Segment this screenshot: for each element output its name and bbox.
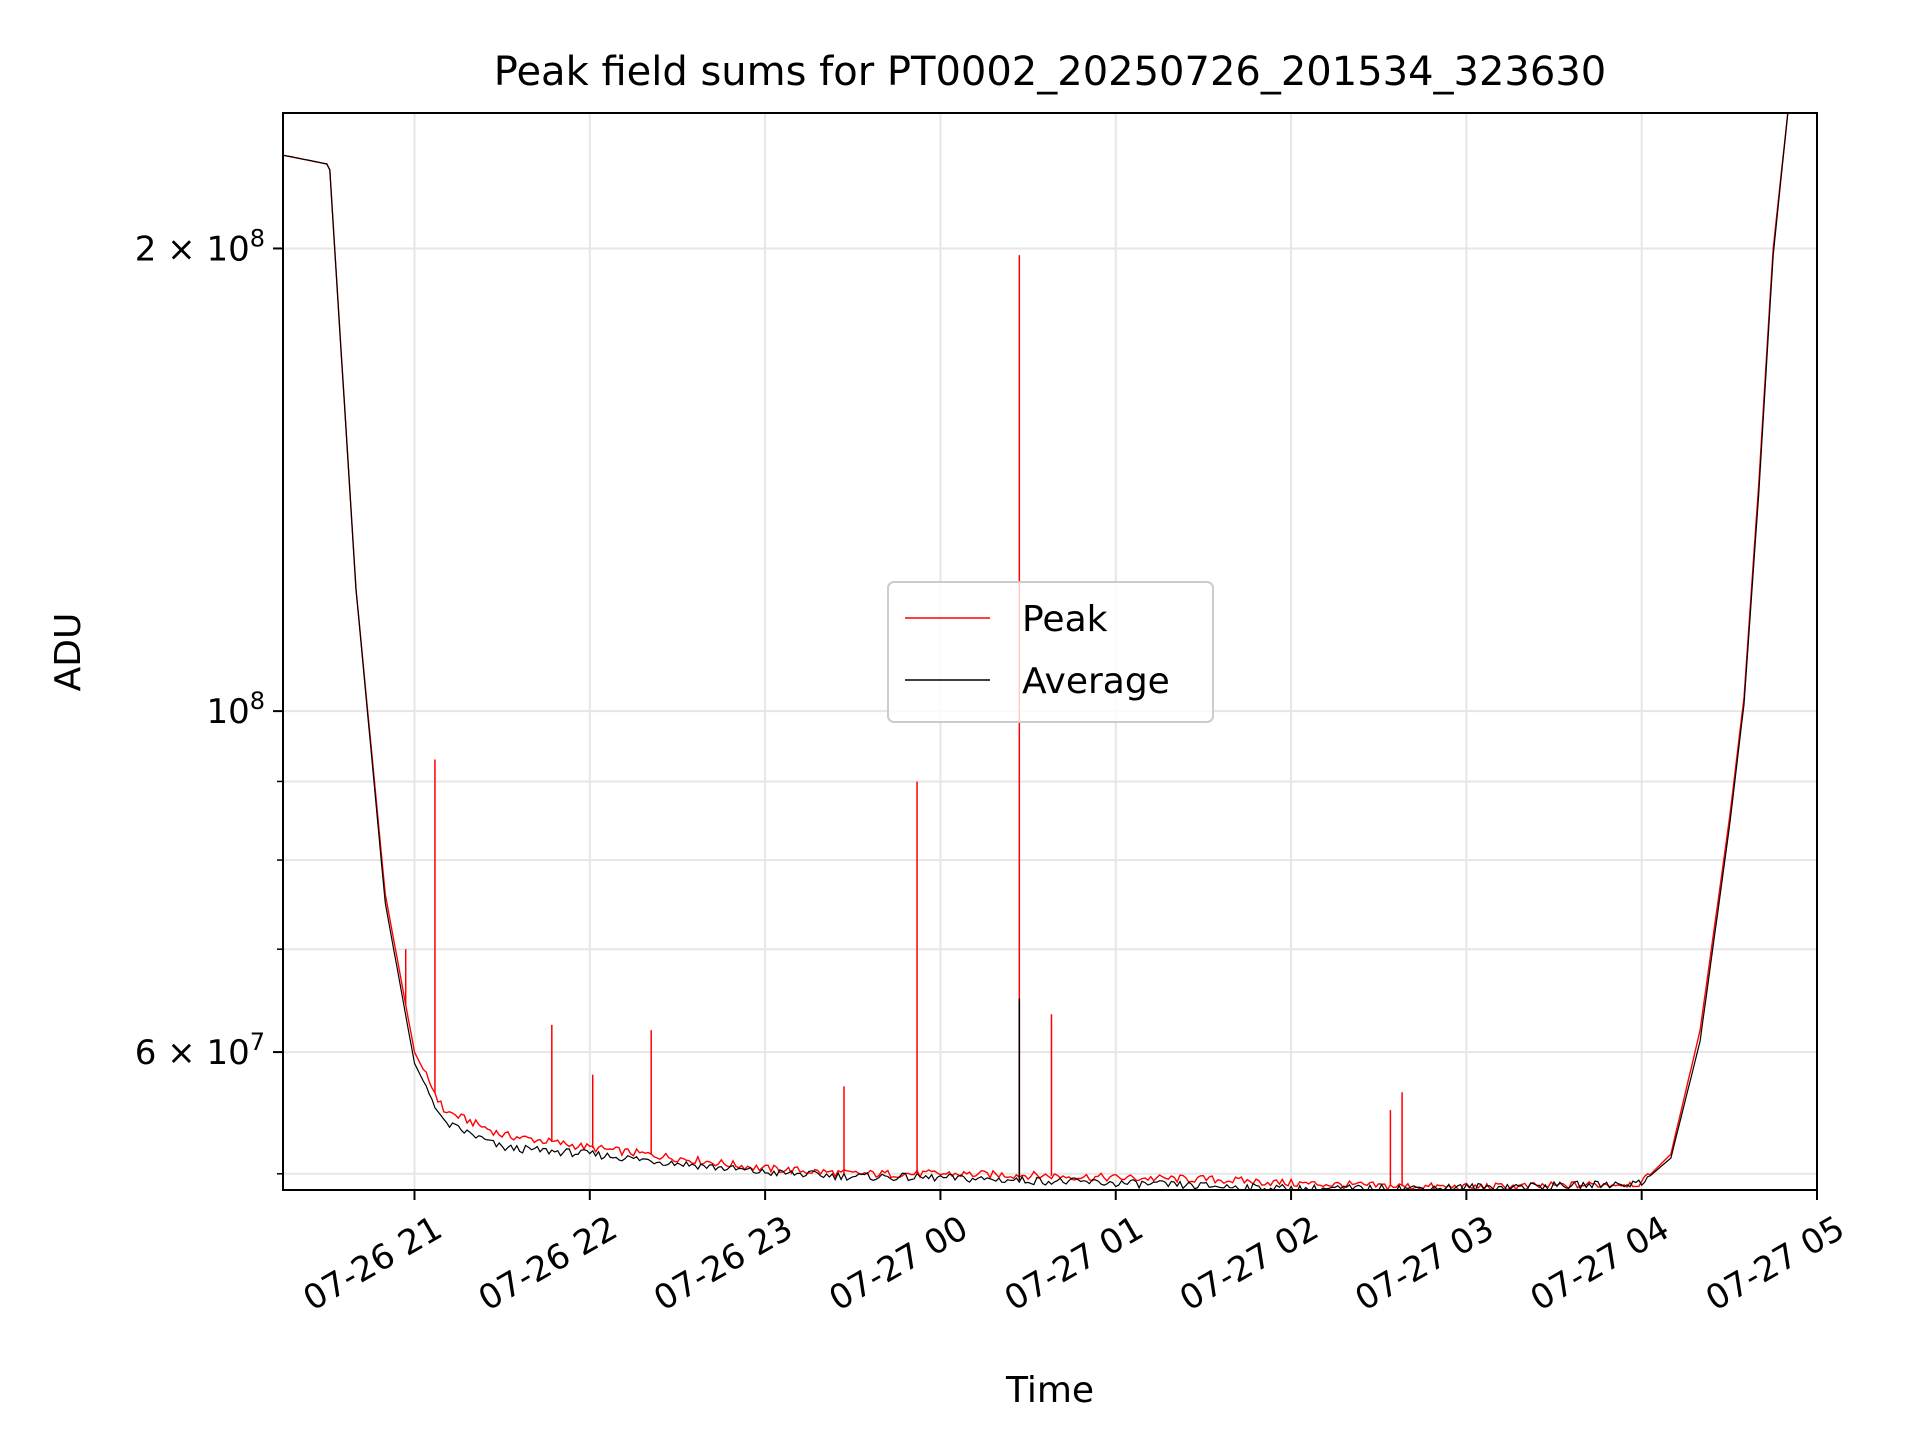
legend-box [887,581,1214,723]
legend-label-peak: Peak [1022,599,1108,640]
series-line-average [283,113,1789,1190]
y-tick-label: 6 × 107 [135,1028,265,1073]
y-axis-label: ADU [48,613,89,692]
y-tick-label: 2 × 108 [135,224,265,269]
chart-title: Peak field sums for PT0002_20250726_2015… [494,49,1606,95]
series-layer [283,113,1789,1190]
grid-lines [283,113,1818,1190]
legend-label-average: Average [1022,661,1170,702]
y-tick-label: 108 [206,687,265,732]
legend: Peak Average [887,581,1214,723]
x-axis-label: Time [1005,1370,1094,1411]
axes-frame [282,112,1818,1191]
